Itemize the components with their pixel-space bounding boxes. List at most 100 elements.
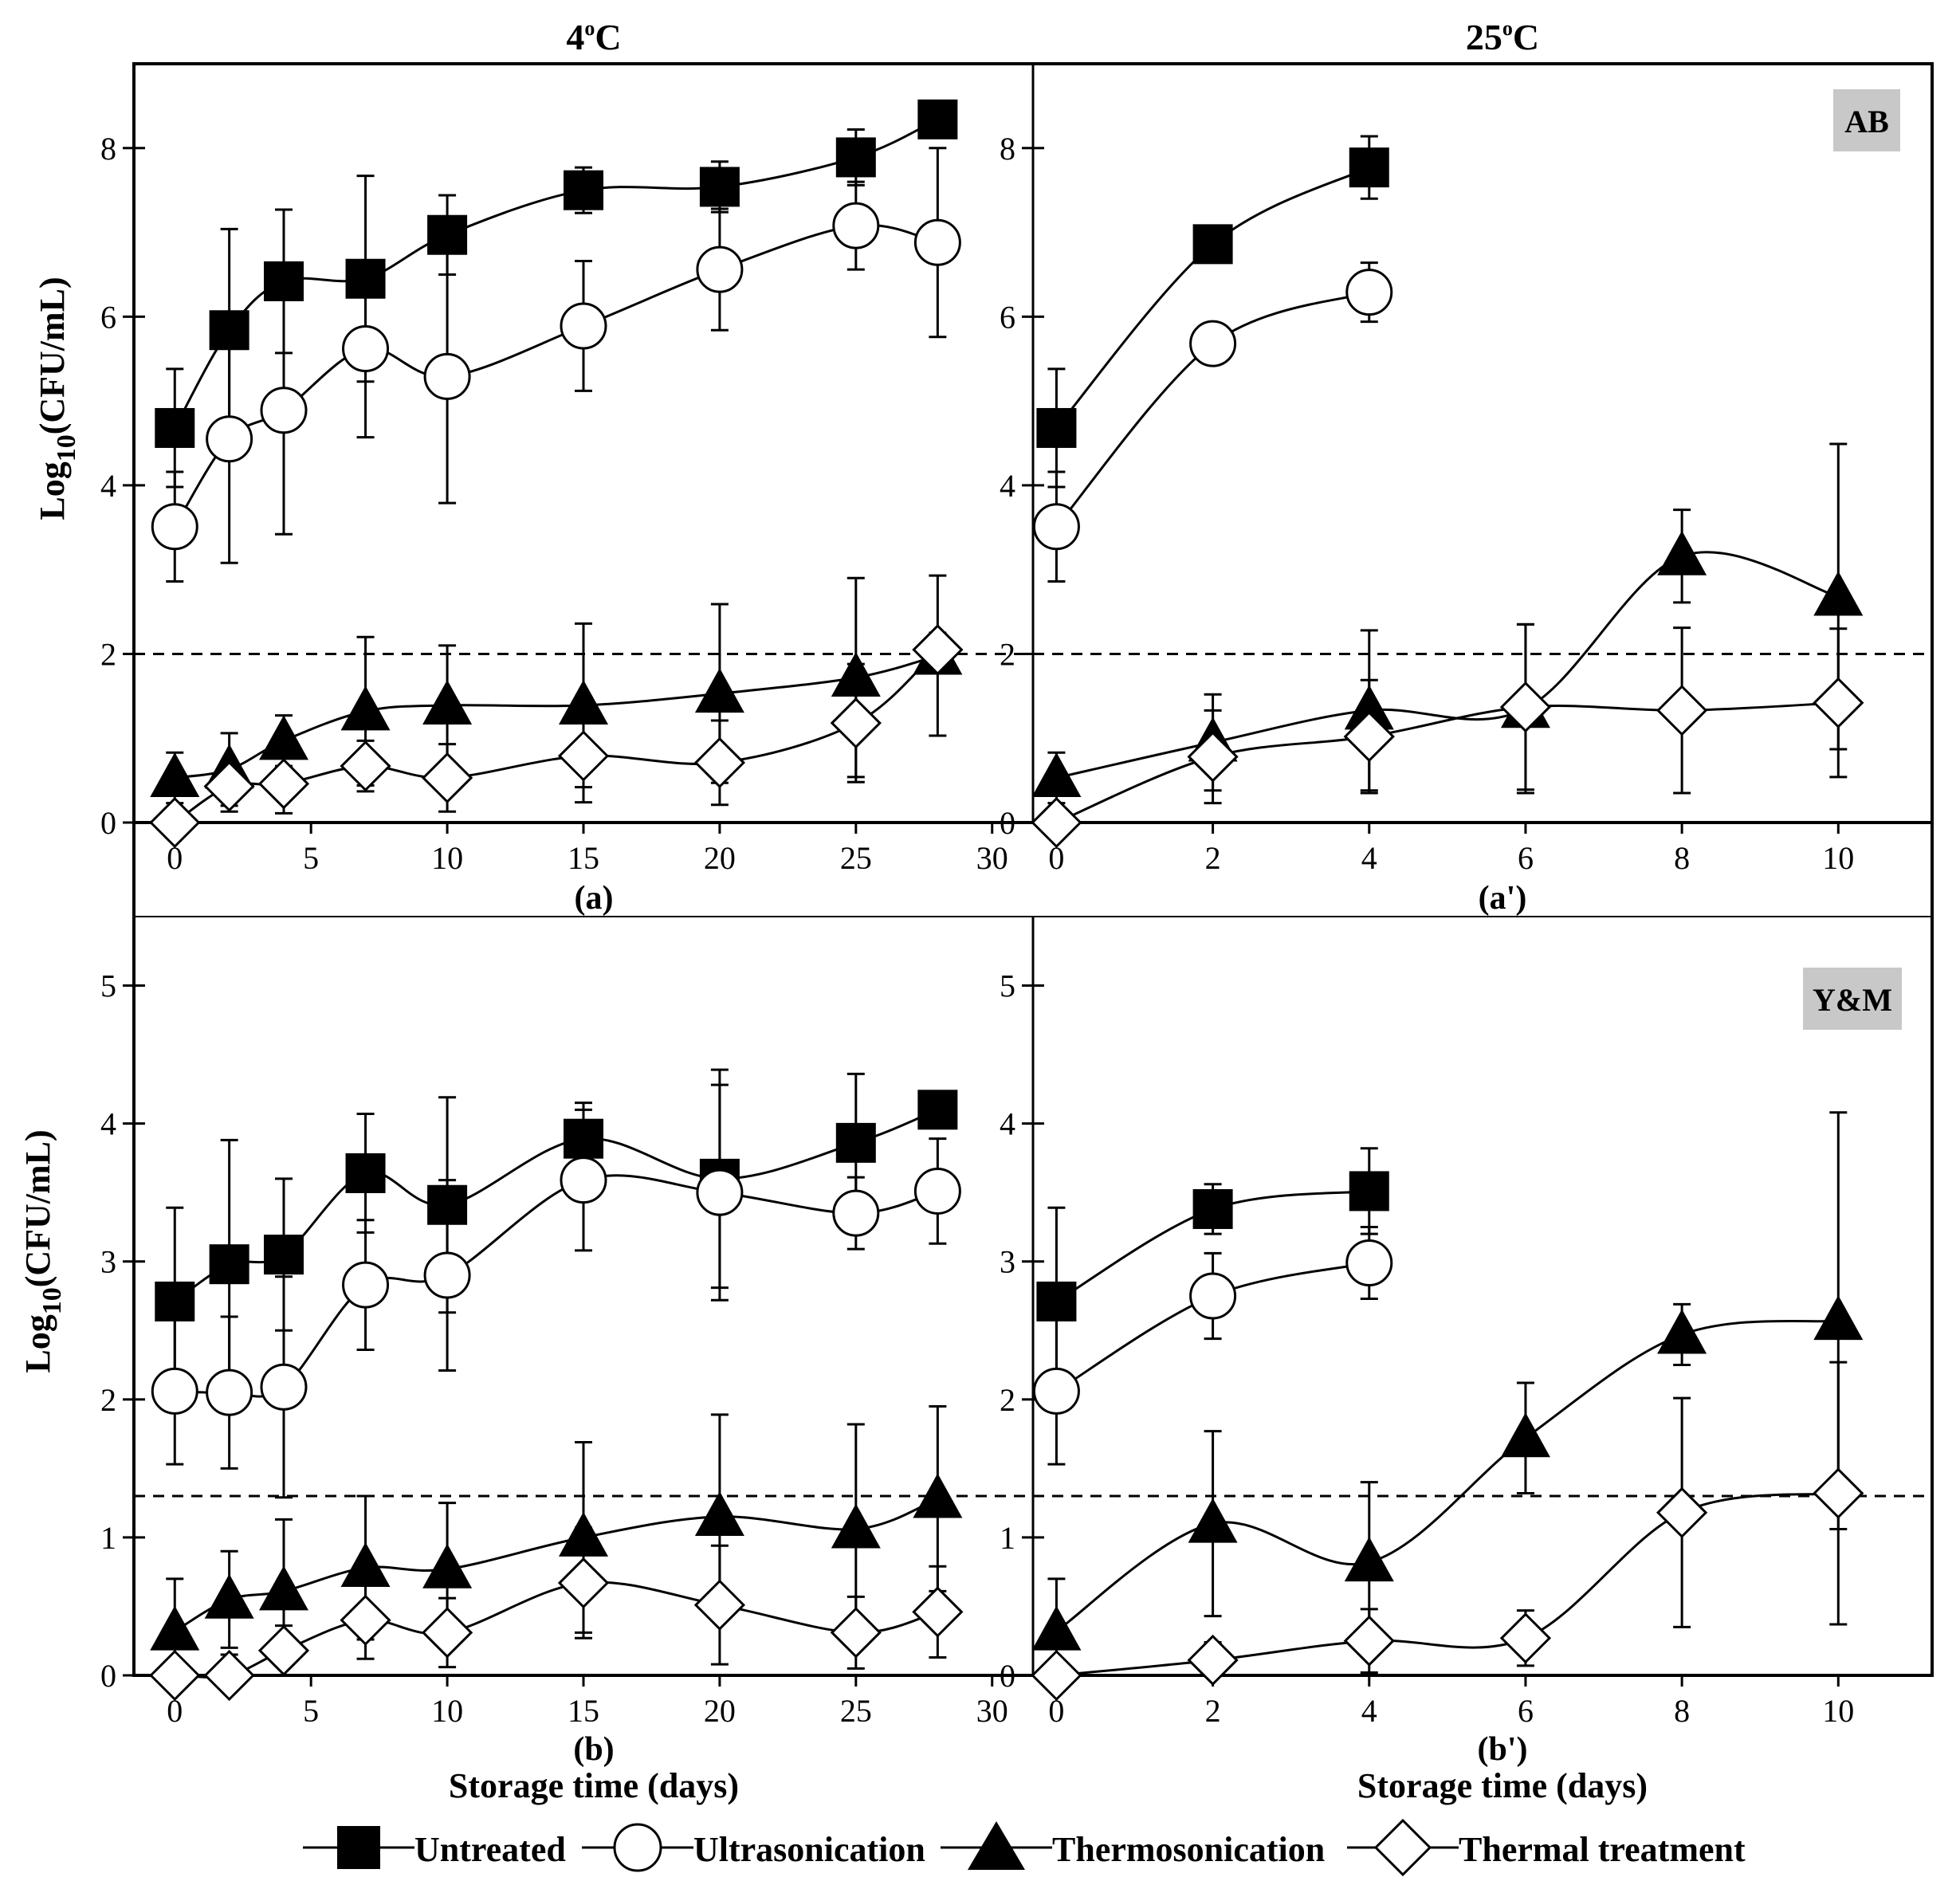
series-thermosonication [1031, 442, 1864, 805]
data-point [1813, 1295, 1864, 1341]
data-point [830, 697, 882, 749]
series-curve [173, 118, 939, 429]
data-point [340, 1594, 391, 1646]
series-untreated [155, 1068, 958, 1397]
y-axis-label-top: Log10(CFU/mL) [33, 277, 81, 520]
series-curve [1055, 1319, 1839, 1632]
y-tick-label: 4 [1000, 1106, 1015, 1142]
data-point [1036, 1281, 1077, 1321]
y-tick-label: 8 [100, 131, 116, 167]
y-tick-label: 5 [1000, 968, 1015, 1004]
data-point [557, 1557, 610, 1609]
data-point [831, 1503, 881, 1549]
legend-triangle-marker [968, 1821, 1025, 1870]
y-tick-label: 4 [1000, 468, 1015, 504]
data-point [835, 137, 876, 178]
data-point [694, 668, 744, 713]
series-thermal-treatment [149, 624, 964, 849]
y-tick-label: 2 [1000, 1382, 1015, 1418]
legend-item-thermal-treatment: Thermal treatment [1347, 1818, 1746, 1877]
data-point [423, 1251, 471, 1299]
data-point [917, 1090, 958, 1130]
legend: Untreated Ultrasonication Thermosonicati… [303, 1818, 1746, 1877]
data-point [260, 387, 308, 434]
x-tick-label: 4 [1361, 840, 1377, 876]
y-tick-label: 6 [1000, 299, 1015, 335]
legend-item-untreated: Untreated [303, 1826, 566, 1869]
data-point [204, 1573, 254, 1619]
data-point [912, 624, 964, 676]
series-untreated [1036, 1147, 1389, 1397]
data-point [257, 758, 310, 810]
data-point [1349, 147, 1389, 188]
badge-ab-box [1833, 89, 1900, 151]
y-tick-label: 5 [100, 968, 116, 1004]
data-point [150, 752, 200, 797]
x-tick-label: 5 [303, 840, 319, 876]
data-point [1656, 685, 1708, 736]
data-point [1813, 571, 1864, 616]
data-point [1192, 224, 1233, 265]
y-tick-label: 0 [100, 1658, 116, 1694]
series-thermosonication [1031, 1111, 1864, 1677]
panel-a-prime: 0 2 4 6 8 10 0 2 4 6 8 [1000, 131, 1932, 876]
y-tick-label: 6 [100, 299, 116, 335]
series-untreated [155, 99, 958, 489]
data-point [342, 325, 390, 373]
x-tick-label: 10 [431, 1693, 463, 1729]
series-curve [1056, 551, 1839, 779]
y-tick-label: 2 [1000, 636, 1015, 672]
panel-label-b: (b) [573, 1731, 614, 1768]
series-thermal-treatment [149, 1526, 964, 1702]
series-ultrasonication [1032, 1225, 1393, 1466]
data-point [151, 503, 198, 551]
data-point [693, 1579, 746, 1631]
y-tick-label: 0 [100, 805, 116, 841]
data-point [421, 1607, 473, 1659]
x-tick-label: 4 [1361, 1693, 1377, 1729]
y-tick-label: 2 [100, 1382, 116, 1418]
y-tick-label: 4 [100, 1106, 116, 1142]
data-point [1345, 1239, 1393, 1286]
data-point [422, 1543, 473, 1588]
series-curve [174, 1497, 938, 1632]
data-point [830, 1607, 882, 1659]
data-point [259, 715, 308, 760]
legend-label-thermosonication: Thermosonication [1052, 1830, 1325, 1869]
data-point [835, 1122, 876, 1163]
data-point [832, 1189, 880, 1237]
x-tick-label: 25 [840, 840, 872, 876]
data-point [149, 1649, 201, 1702]
x-tick-label: 10 [1822, 840, 1854, 876]
x-axis-label-left: Storage time (days) [449, 1766, 739, 1805]
data-point [560, 302, 607, 350]
series-curve [1055, 166, 1370, 429]
data-point [209, 1244, 249, 1285]
data-point [693, 736, 746, 789]
data-point [1657, 530, 1707, 575]
data-point [150, 1605, 200, 1651]
y-tick-label: 1 [100, 1520, 116, 1556]
series-curve [174, 1108, 938, 1303]
y-tick-label: 8 [1000, 131, 1015, 167]
panel-b-prime: 0 2 4 6 8 10 0 1 2 3 4 5 [1000, 968, 1932, 1729]
data-point [206, 415, 253, 463]
data-point [149, 796, 201, 849]
x-tick-label: 6 [1518, 840, 1534, 876]
legend-label-ultrasonication: Ultrasonication [693, 1830, 925, 1869]
x-tick-label: 15 [568, 1693, 599, 1729]
data-point [913, 218, 961, 266]
data-point [1345, 269, 1393, 316]
data-point [340, 685, 391, 731]
series-curve [175, 1581, 938, 1679]
series-thermal-treatment [1031, 622, 1864, 849]
y-tick-label: 4 [100, 468, 116, 504]
series-ultrasonication [151, 1083, 961, 1499]
data-point [1813, 677, 1864, 728]
legend-circle-marker [613, 1823, 662, 1872]
series-ultrasonication [1032, 261, 1393, 583]
data-point [564, 170, 603, 210]
data-point [1189, 1272, 1237, 1320]
data-point [912, 1586, 964, 1638]
panel-label-b-prime: (b') [1478, 1731, 1528, 1768]
